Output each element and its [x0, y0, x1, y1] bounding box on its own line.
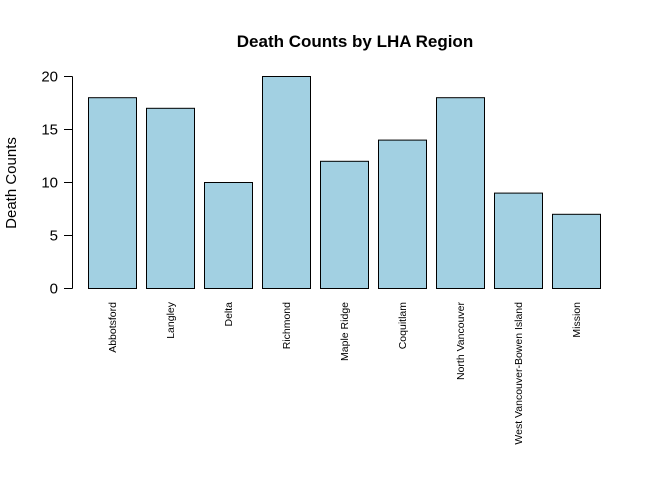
y-axis: 0 5 10 15 20 [41, 69, 73, 298]
x-tick-label-langley: Langley [165, 301, 177, 339]
bar-delta [204, 182, 253, 289]
x-tick-label-north-vancouver: North Vancouver [455, 302, 467, 381]
y-tick-label-10: 10 [41, 175, 58, 192]
bar-west-vancouver-bowen-island [494, 192, 543, 290]
bar-richmond [262, 76, 311, 289]
y-tick-label-15: 15 [41, 122, 58, 139]
x-tick-label-richmond: Richmond [281, 302, 293, 349]
bar-north-vancouver [436, 97, 485, 289]
x-tick-label-coquitlam: Coquitlam [397, 302, 409, 350]
bar-maple-ridge [320, 160, 369, 289]
y-axis-label: Death Counts [3, 137, 20, 229]
bar-coquitlam [378, 139, 427, 289]
x-tick-label-maple-ridge: Maple Ridge [339, 302, 351, 361]
chart-title: Death Counts by LHA Region [237, 32, 473, 51]
bar-abbotsford [88, 97, 137, 289]
x-tick-label-delta: Delta [223, 302, 235, 327]
bar-mission [552, 213, 601, 289]
y-tick-label-5: 5 [50, 228, 58, 245]
x-tick-labels: Abbotsford Langley Delta Richmond Maple Ridg… [107, 301, 583, 444]
bar-langley [146, 107, 195, 289]
bars-group [88, 76, 601, 290]
x-tick-label-abbotsford: Abbotsford [107, 302, 119, 353]
y-tick-label-20: 20 [41, 69, 58, 86]
x-tick-label-west-vancouver-bowen-island: West Vancouver-Bowen Island [513, 302, 525, 445]
y-tick-label-0: 0 [50, 281, 58, 298]
x-tick-label-mission: Mission [571, 302, 583, 338]
